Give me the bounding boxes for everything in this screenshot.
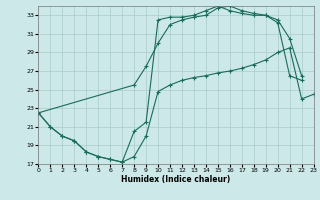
X-axis label: Humidex (Indice chaleur): Humidex (Indice chaleur) — [121, 175, 231, 184]
